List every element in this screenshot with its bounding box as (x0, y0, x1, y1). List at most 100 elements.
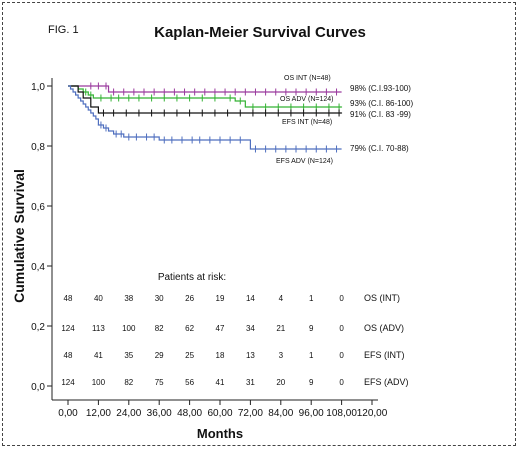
risk-value: 38 (124, 294, 133, 303)
censor-mark-os-int (87, 82, 94, 90)
censor-mark-efs-int (199, 109, 206, 117)
censor-mark-os-int (323, 88, 330, 96)
censor-mark-os-int (161, 88, 168, 96)
censor-mark-efs-adv (161, 136, 168, 144)
risk-value: 4 (279, 294, 284, 303)
censor-mark-efs-adv (237, 136, 244, 144)
risk-value: 9 (309, 378, 314, 387)
risk-value: 48 (64, 351, 73, 360)
censor-mark-os-int (262, 88, 269, 96)
annotation-efs-adv: 79% (C.I. 70-88) (350, 144, 409, 153)
figure-frame (2, 2, 516, 446)
risk-row-label: OS (INT) (364, 293, 400, 303)
censor-mark-efs-adv (217, 136, 223, 144)
risk-value: 47 (216, 324, 225, 333)
censor-mark-os-adv (262, 103, 269, 111)
risk-value: 100 (92, 378, 106, 387)
censor-mark-efs-adv (143, 133, 150, 141)
censor-mark-os-adv (161, 94, 168, 102)
censor-mark-efs-int (336, 109, 343, 117)
censor-mark-efs-adv (252, 145, 259, 153)
censor-mark-os-int (95, 82, 102, 90)
censor-mark-os-int (252, 88, 259, 96)
censor-mark-os-adv (287, 103, 294, 111)
risk-value: 82 (124, 378, 133, 387)
censor-mark-os-adv (148, 94, 155, 102)
censor-mark-os-int (293, 88, 299, 96)
censor-mark-efs-int (211, 109, 218, 117)
censor-mark-os-int (313, 88, 320, 96)
censor-mark-os-int (120, 88, 127, 96)
risk-value: 30 (155, 294, 164, 303)
risk-value: 1 (309, 294, 314, 303)
x-axis-label: Months (197, 426, 243, 441)
censor-mark-efs-int (148, 109, 155, 117)
censor-mark-os-int (272, 88, 279, 96)
x-tick-label: 24,00 (116, 408, 141, 419)
censor-mark-os-adv (249, 103, 256, 111)
risk-value: 25 (185, 351, 194, 360)
censor-mark-os-int (222, 88, 229, 96)
censor-mark-os-adv (87, 91, 94, 99)
risk-value: 0 (339, 294, 344, 303)
y-tick-label: 0,6 (31, 202, 45, 213)
y-axis-label: Cumulative Survival (11, 169, 27, 303)
censor-mark-os-adv (211, 94, 218, 102)
censor-mark-efs-int (161, 109, 168, 117)
risk-value: 41 (94, 351, 103, 360)
x-tick-label: 60,00 (207, 408, 232, 419)
censor-mark-efs-int (123, 109, 130, 117)
censor-mark-efs-int (173, 109, 180, 117)
risk-value: 35 (124, 351, 133, 360)
annotation-efs-int: 91% (C.I. 83 -99) (350, 110, 411, 119)
censor-mark-efs-adv (118, 130, 125, 138)
x-tick-label: 48,00 (177, 408, 202, 419)
curve-efs-int (68, 85, 342, 114)
x-tick-label: 108,00 (326, 408, 357, 419)
censor-mark-efs-int (249, 109, 256, 117)
censor-mark-efs-int (110, 109, 117, 117)
x-tick-label: 96,00 (299, 408, 324, 419)
censor-mark-os-adv (173, 94, 180, 102)
axes: 0,0 0,2 0,4 0,6 0,8 1,0 0,00 12,00 24,00 36,00 48,… (31, 78, 388, 419)
censor-mark-os-int (141, 88, 147, 96)
censor-mark-efs-adv (168, 136, 175, 144)
censor-mark-os-adv (199, 94, 206, 102)
censor-mark-os-adv (237, 97, 244, 105)
x-tick-label: 72,00 (238, 408, 263, 419)
censor-mark-efs-adv (113, 130, 120, 138)
risk-value: 41 (216, 378, 225, 387)
censor-mark-os-int (242, 88, 249, 96)
risk-value: 34 (246, 324, 255, 333)
x-tick-label: 84,00 (268, 408, 293, 419)
risk-row-label: EFS (ADV) (364, 377, 409, 387)
censor-mark-efs-int (262, 109, 269, 117)
censor-mark-efs-adv (323, 145, 330, 153)
censor-mark-os-adv (313, 103, 320, 111)
censor-mark-efs-adv (262, 145, 269, 153)
censor-mark-os-int (130, 88, 137, 96)
censor-mark-os-int (282, 88, 289, 96)
censor-mark-os-int (211, 88, 218, 96)
censor-mark-os-adv (97, 94, 104, 102)
censor-mark-efs-int (100, 109, 107, 117)
censor-mark-os-int (103, 82, 109, 90)
censor-mark-efs-adv (125, 133, 132, 141)
risk-value: 113 (92, 324, 105, 333)
risk-row-label: EFS (INT) (364, 350, 405, 360)
censor-mark-efs-adv (206, 136, 213, 144)
risk-value: 26 (185, 294, 194, 303)
censor-mark-os-adv (300, 103, 307, 111)
risk-value: 13 (246, 351, 255, 360)
risk-value: 19 (216, 294, 225, 303)
censor-mark-efs-int (300, 109, 307, 117)
censor-mark-efs-adv (227, 136, 234, 144)
censor-mark-efs-adv (293, 145, 299, 153)
y-tick-label: 0,0 (31, 382, 45, 393)
series-name-efs-adv: EFS ADV (N=124) (276, 158, 333, 165)
censor-mark-efs-adv (333, 145, 340, 153)
censor-mark-os-adv (125, 94, 132, 102)
risk-value: 29 (155, 351, 164, 360)
risk-table: 48 40 38 30 26 19 14 4 1 0 OS (INT)124 113 100 82 62 47… (61, 293, 408, 387)
y-tick-label: 0,8 (31, 142, 45, 153)
